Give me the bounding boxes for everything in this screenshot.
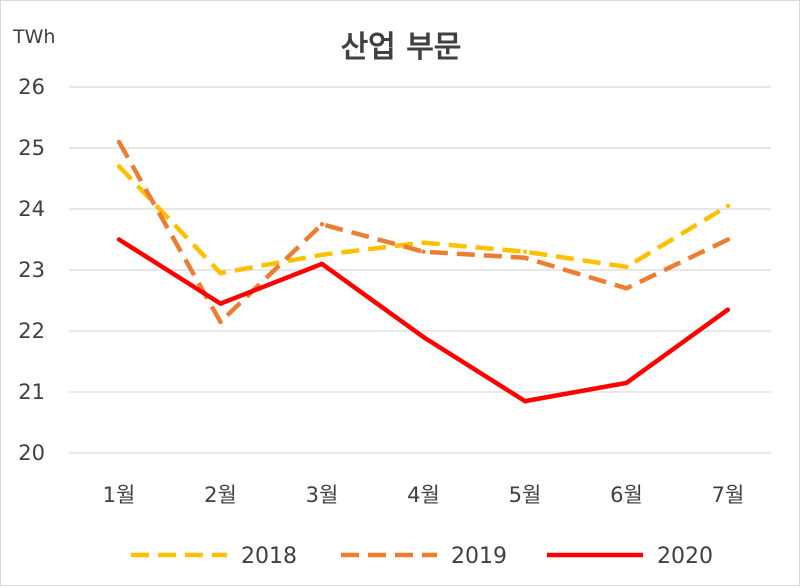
chart-title: 산업 부문	[341, 30, 462, 65]
data-point-2018-1	[116, 164, 122, 169]
data-point-2020-7	[725, 307, 731, 312]
legend-label-2019: 2019	[451, 544, 507, 569]
series-lines	[116, 139, 731, 404]
data-point-2018-5	[522, 249, 528, 254]
data-point-2019-6	[624, 286, 629, 291]
data-point-2018-2	[218, 270, 223, 276]
data-point-2020-1	[116, 237, 122, 242]
data-point-2019-2	[218, 319, 223, 325]
x-tick-label: 2월	[204, 483, 237, 507]
x-tick-label: 6월	[610, 483, 643, 507]
data-point-2019-7	[725, 237, 731, 242]
legend-label-2020: 2020	[657, 544, 713, 569]
x-tick-label: 7월	[712, 483, 745, 507]
gridlines	[69, 86, 771, 454]
y-tick-label: 23	[18, 258, 45, 282]
series-line-2018	[117, 164, 730, 276]
x-axis-ticks: 1월 2월 3월 4월 5월 6월 7월	[103, 483, 745, 507]
data-point-2020-2	[218, 301, 223, 306]
y-tick-label: 25	[18, 136, 45, 160]
x-tick-label: 5월	[509, 483, 542, 507]
y-axis-ticks: 20 21 22 23 24 25 26	[18, 75, 45, 465]
legend: 2018 2019 2020	[131, 544, 713, 569]
data-point-2018-3	[319, 252, 325, 257]
x-tick-label: 1월	[103, 483, 136, 507]
data-point-2019-1	[116, 139, 122, 145]
x-tick-label: 3월	[306, 483, 339, 507]
data-point-2019-5	[522, 255, 528, 260]
y-tick-label: 24	[18, 197, 45, 221]
data-point-2020-6	[624, 380, 629, 386]
y-tick-label: 26	[18, 75, 45, 99]
y-axis-unit-label: TWh	[12, 26, 55, 48]
data-point-2018-4	[421, 240, 426, 245]
data-point-2019-3	[319, 222, 325, 227]
y-tick-label: 22	[18, 319, 45, 343]
x-tick-label: 4월	[407, 483, 440, 507]
series-line-2020	[117, 237, 730, 404]
data-point-2020-5	[522, 398, 528, 404]
data-point-2018-6	[624, 264, 629, 270]
y-tick-label: 20	[18, 441, 45, 465]
y-tick-label: 21	[18, 380, 45, 404]
data-point-2018-7	[725, 203, 731, 209]
legend-label-2018: 2018	[241, 544, 297, 569]
data-point-2019-4	[421, 249, 426, 254]
data-point-2020-4	[421, 334, 426, 340]
data-point-2020-3	[319, 261, 325, 267]
